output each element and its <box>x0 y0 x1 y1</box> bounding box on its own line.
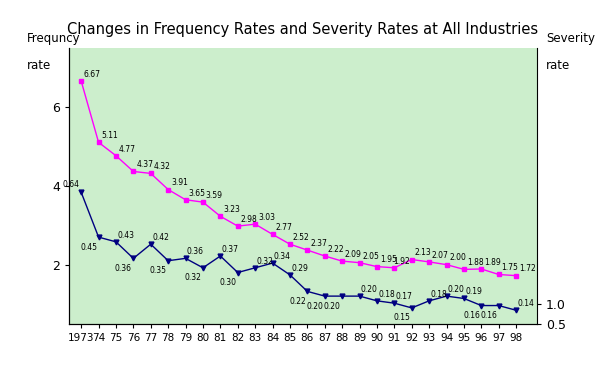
Text: 3.59: 3.59 <box>206 191 223 200</box>
Text: 4.32: 4.32 <box>154 162 170 171</box>
Text: 6.67: 6.67 <box>84 70 101 79</box>
Text: 0.32: 0.32 <box>185 273 202 282</box>
Text: 0.29: 0.29 <box>292 264 308 273</box>
Text: 0.20: 0.20 <box>307 302 323 311</box>
Text: 1.75: 1.75 <box>502 263 518 272</box>
Text: 0.19: 0.19 <box>466 287 482 296</box>
Text: 0.42: 0.42 <box>152 233 169 242</box>
Text: 2.07: 2.07 <box>432 251 449 260</box>
Text: 4.77: 4.77 <box>119 145 136 154</box>
Text: 2.09: 2.09 <box>345 250 362 259</box>
Title: Changes in Frequency Rates and Severity Rates at All Industries: Changes in Frequency Rates and Severity … <box>67 22 539 38</box>
Text: 0.64: 0.64 <box>63 180 80 189</box>
Text: 2.52: 2.52 <box>293 233 310 242</box>
Text: 0.20: 0.20 <box>324 302 341 311</box>
Text: 3.03: 3.03 <box>258 213 275 222</box>
Text: 0.17: 0.17 <box>396 292 413 301</box>
Text: 2.05: 2.05 <box>362 251 379 260</box>
Text: 0.20: 0.20 <box>448 285 465 294</box>
Text: 2.37: 2.37 <box>310 239 327 248</box>
Text: 4.37: 4.37 <box>136 160 153 169</box>
Text: 0.22: 0.22 <box>289 297 306 306</box>
Text: 2.22: 2.22 <box>328 245 344 254</box>
Text: rate: rate <box>547 60 571 73</box>
Text: 0.36: 0.36 <box>115 264 132 273</box>
Text: 0.18: 0.18 <box>431 290 447 299</box>
Text: 0.45: 0.45 <box>80 243 97 251</box>
Text: 3.91: 3.91 <box>171 178 188 187</box>
Text: 0.16: 0.16 <box>463 311 480 320</box>
Text: 2.13: 2.13 <box>415 248 431 257</box>
Text: 3.65: 3.65 <box>188 189 205 198</box>
Text: rate: rate <box>27 60 51 73</box>
Text: 1.92: 1.92 <box>393 257 410 266</box>
Text: 3.23: 3.23 <box>223 205 240 214</box>
Text: 0.20: 0.20 <box>361 285 378 294</box>
Text: 0.14: 0.14 <box>518 299 535 308</box>
Text: Frequncy: Frequncy <box>27 32 80 45</box>
Text: 5.11: 5.11 <box>101 131 118 140</box>
Text: 1.89: 1.89 <box>484 258 501 267</box>
Text: 1.88: 1.88 <box>467 258 484 267</box>
Text: 0.15: 0.15 <box>394 313 410 323</box>
Text: 0.32: 0.32 <box>257 257 274 266</box>
Text: 0.30: 0.30 <box>220 278 236 287</box>
Text: 0.35: 0.35 <box>150 266 167 275</box>
Text: 2.77: 2.77 <box>275 223 292 232</box>
Text: 0.43: 0.43 <box>118 231 134 240</box>
Text: 0.18: 0.18 <box>379 290 395 299</box>
Text: 2.00: 2.00 <box>449 253 466 263</box>
Text: 0.16: 0.16 <box>481 311 497 320</box>
Text: 2.98: 2.98 <box>241 215 257 224</box>
Text: 1.72: 1.72 <box>519 264 536 273</box>
Text: 1.95: 1.95 <box>380 256 397 264</box>
Text: 0.34: 0.34 <box>274 252 291 261</box>
Text: 0.37: 0.37 <box>222 245 239 254</box>
Text: Severity: Severity <box>547 32 595 45</box>
Text: 0.36: 0.36 <box>187 247 204 256</box>
